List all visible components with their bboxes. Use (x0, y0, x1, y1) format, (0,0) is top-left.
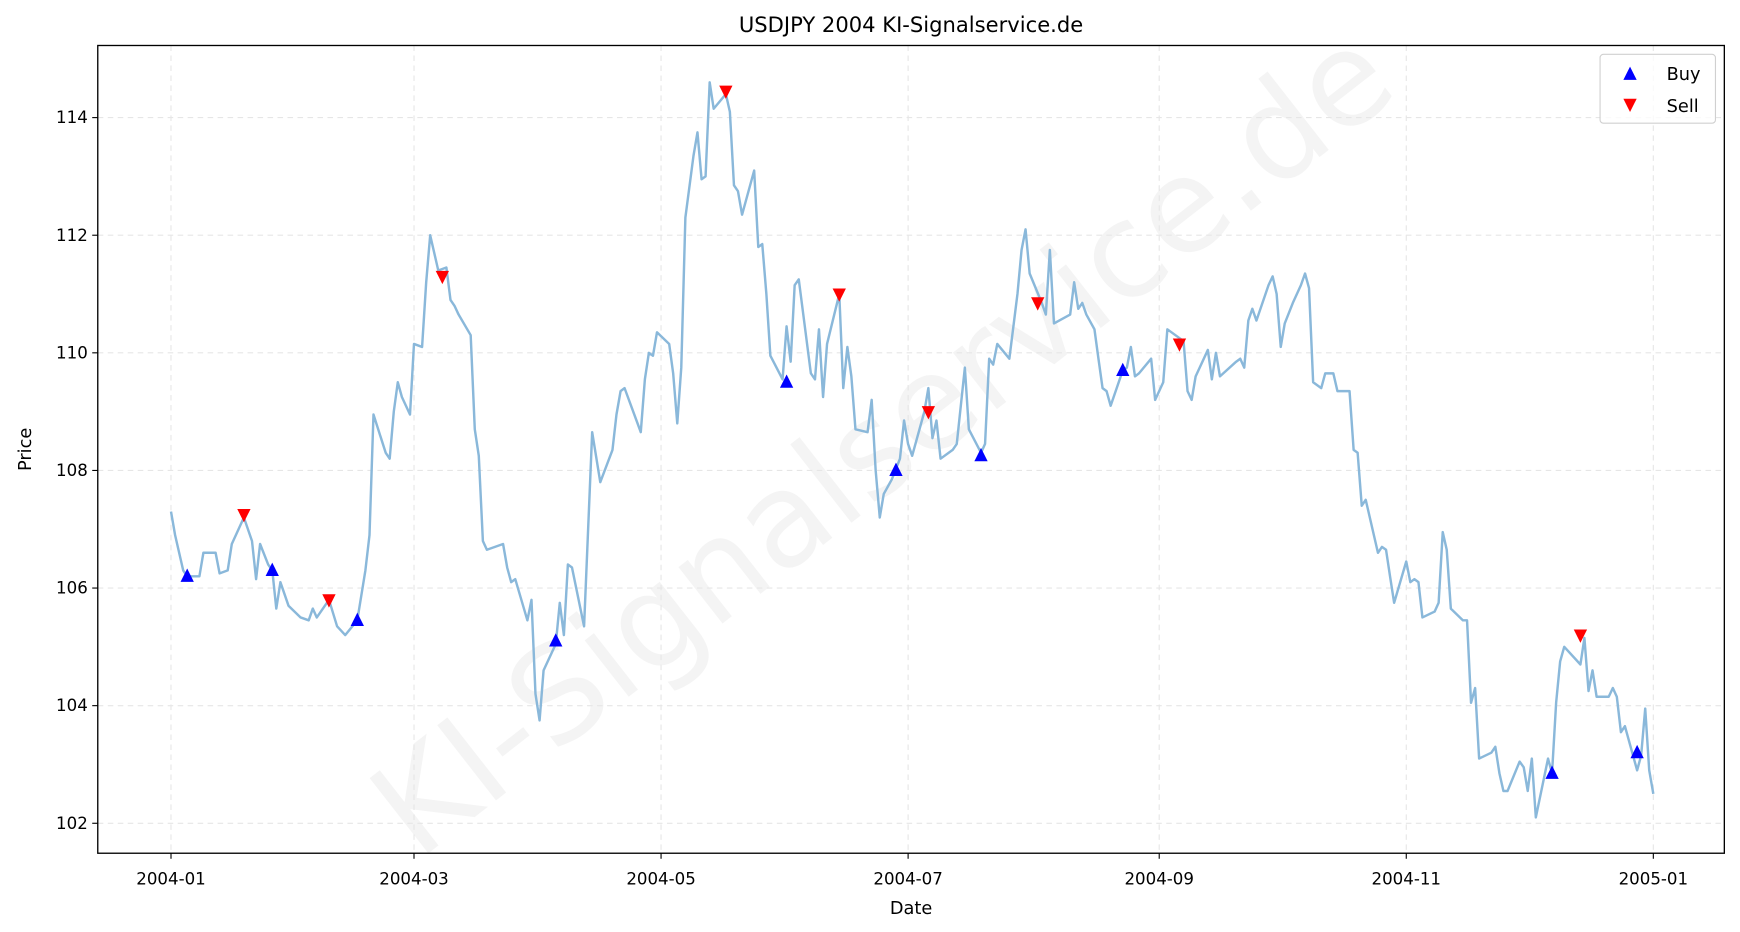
x-tick-label: 2004-11 (1372, 869, 1441, 888)
x-tick-label: 2004-05 (626, 869, 695, 888)
grid (97, 45, 1725, 854)
buy-marker (180, 568, 194, 582)
legend-buy-label: Buy (1667, 65, 1701, 85)
buy-marker (1630, 744, 1644, 759)
y-tick-label: 112 (56, 226, 88, 245)
plot-area (169, 81, 1655, 819)
x-tick-label: 2004-03 (379, 869, 448, 888)
sell-marker (1573, 629, 1588, 643)
x-tick-label: 2005-01 (1619, 869, 1688, 888)
legend: Buy Sell (1599, 53, 1717, 124)
sell-marker (237, 508, 251, 523)
chart-title: USDJPY 2004 KI-Signalservice.de (739, 12, 1083, 37)
y-tick-label: 108 (56, 461, 88, 480)
y-tick-label: 104 (56, 696, 88, 715)
buy-marker (350, 612, 364, 626)
y-tick-label: 102 (56, 814, 88, 833)
legend-buy-marker-icon (1623, 66, 1637, 80)
buy-marker (974, 447, 988, 462)
legend-sell-marker-icon (1623, 98, 1637, 113)
sell-marker (832, 288, 846, 302)
y-axis-label: Price (16, 428, 36, 471)
buy-marker (1545, 765, 1559, 779)
y-tick-label: 106 (56, 579, 88, 598)
x-axis: 2004-01 2004-03 2004-05 2004-07 2004-09 2004-… (136, 853, 1688, 888)
sell-marker (322, 594, 336, 608)
x-tick-label: 2004-09 (1124, 869, 1193, 888)
y-tick-label: 110 (56, 343, 88, 362)
buy-marker (779, 374, 794, 388)
x-axis-label: Date (890, 899, 932, 919)
legend-sell-label: Sell (1667, 97, 1699, 117)
x-tick-label: 2004-01 (136, 869, 205, 888)
y-tick-label: 114 (56, 108, 88, 127)
x-tick-label: 2004-07 (873, 869, 942, 888)
sell-marker (1172, 338, 1187, 352)
buy-marker (1116, 362, 1130, 377)
buy-marker (889, 462, 903, 476)
sell-marker (719, 85, 733, 99)
axes-frame (97, 44, 1725, 854)
sell-marker (435, 270, 450, 285)
buy-marker (265, 562, 279, 576)
y-axis: 102 104 106 108 110 112 114 (56, 108, 98, 833)
sell-marker (1031, 297, 1045, 311)
sell-marker (921, 406, 936, 420)
buy-marker (549, 633, 563, 647)
